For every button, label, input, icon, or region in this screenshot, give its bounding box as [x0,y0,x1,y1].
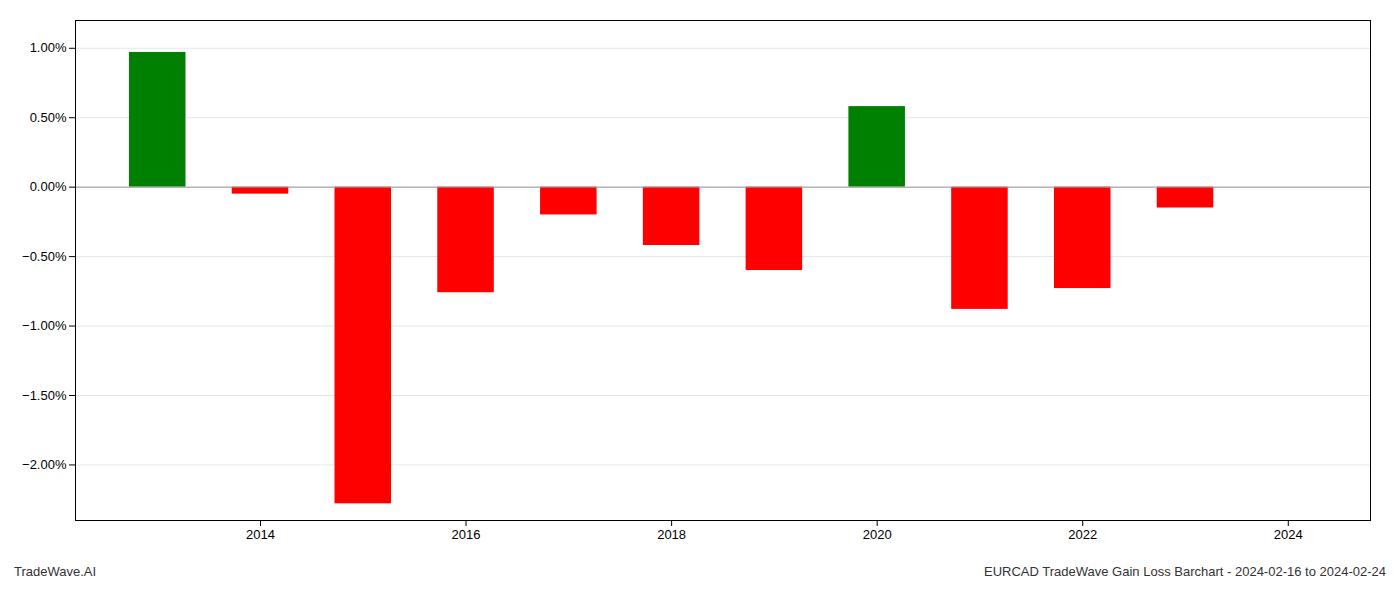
svg-text:2024: 2024 [1274,527,1303,542]
svg-text:2014: 2014 [246,527,275,542]
html-text:EURCAD TradeWave Gain Loss Bar: EURCAD TradeWave Gain Loss Barchart - 20… [984,564,1386,579]
svg-text:−1.00%: −1.00% [22,318,67,333]
html-text:TradeWave.AI: TradeWave.AI [14,564,97,579]
svg-text:2018: 2018 [657,527,686,542]
svg-text:−0.50%: −0.50% [22,249,67,264]
svg-text:0.00%: 0.00% [30,179,67,194]
svg-text:−1.50%: −1.50% [22,388,67,403]
svg-text:0.50%: 0.50% [30,110,67,125]
svg-text:2020: 2020 [863,527,892,542]
svg-text:1.00%: 1.00% [30,40,67,55]
svg-text:2016: 2016 [452,527,481,542]
svg-text:−2.00%: −2.00% [22,457,67,472]
svg-text:2022: 2022 [1068,527,1097,542]
